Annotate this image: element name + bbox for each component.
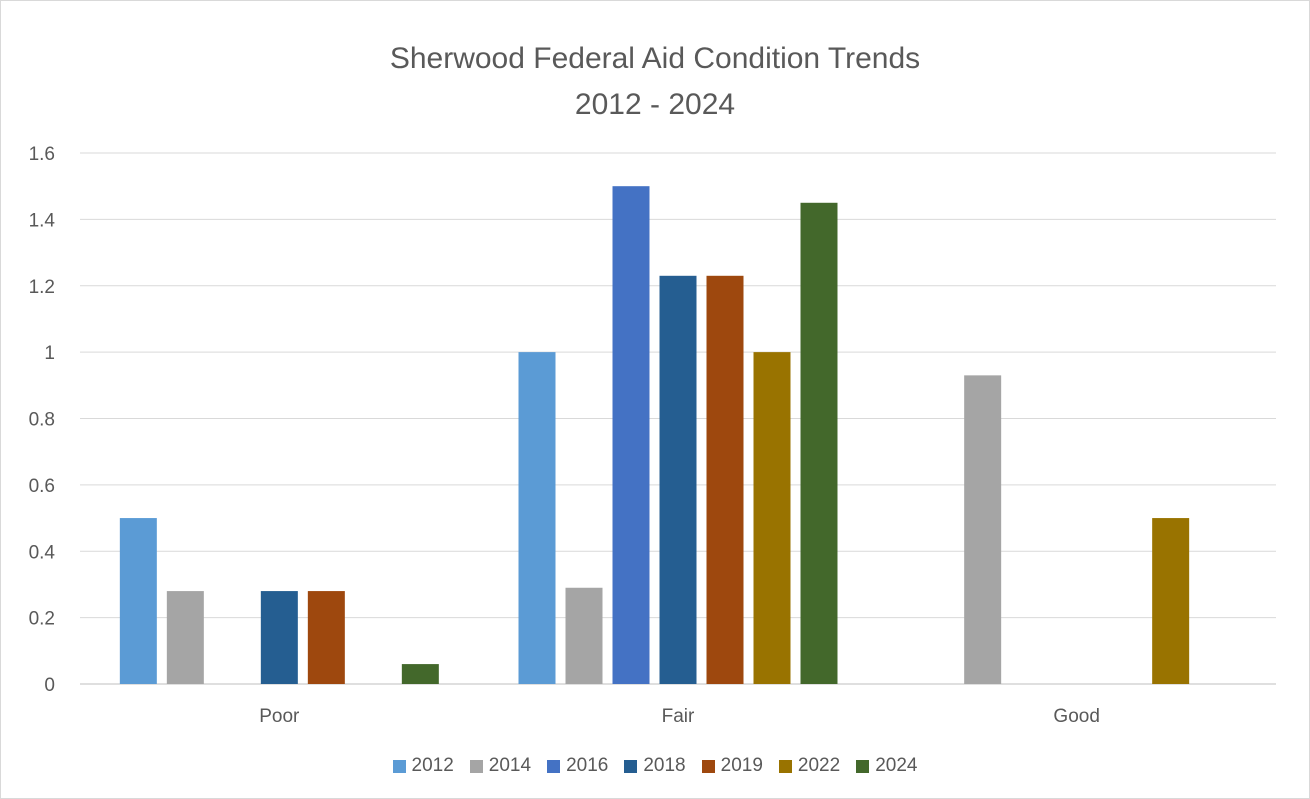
y-tick-label: 0.8	[29, 410, 55, 431]
chart-legend: 2012 2014 2016 2018 2019 2022 2024	[0, 755, 1310, 777]
legend-swatch	[469, 759, 483, 773]
y-tick-label: 0	[44, 675, 55, 696]
x-category-label: Poor	[259, 706, 300, 727]
legend-item-2022: 2022	[778, 755, 841, 777]
legend-label: 2014	[488, 755, 532, 776]
legend-swatch	[856, 759, 870, 773]
bar-good-2014	[964, 375, 1002, 684]
legend-swatch	[624, 759, 638, 773]
y-tick-label: 1.2	[29, 277, 55, 298]
legend-swatch	[778, 759, 792, 773]
y-tick-label: 1.4	[29, 210, 56, 231]
bar-fair-2019	[706, 275, 744, 684]
chart-subtitle: 2012 - 2024	[574, 88, 736, 121]
bar-poor-2014	[166, 591, 204, 684]
x-category-label: Good	[1053, 706, 1099, 727]
legend-item-2016: 2016	[547, 755, 608, 777]
legend-label: 2022	[797, 755, 841, 776]
bar-fair-2024	[800, 202, 838, 684]
legend-label: 2024	[875, 755, 918, 776]
legend-label: 2016	[566, 755, 609, 776]
bar-poor-2012	[119, 518, 157, 684]
bar-fair-2012	[518, 352, 556, 684]
bar-fair-2018	[659, 275, 697, 684]
x-category-label: Fair	[662, 706, 695, 727]
y-tick-label: 1.6	[29, 144, 55, 165]
chart-title-block: Sherwood Federal Aid Condition Trends 20…	[0, 36, 1310, 128]
bar-poor-2018	[260, 591, 298, 684]
legend-label: 2018	[643, 755, 686, 776]
legend-item-2018: 2018	[624, 755, 686, 777]
legend-swatch	[701, 759, 715, 773]
y-tick-label: 0.6	[29, 476, 55, 497]
bar-poor-2024	[401, 664, 439, 684]
bar-fair-2022	[753, 352, 791, 684]
bar-fair-2016	[612, 186, 650, 684]
legend-label: 2019	[720, 755, 763, 776]
legend-item-2014: 2014	[469, 755, 532, 777]
y-tick-label: 0.4	[29, 542, 56, 563]
y-tick-label: 1	[44, 343, 55, 364]
bar-good-2022	[1152, 518, 1190, 684]
legend-item-2019: 2019	[701, 755, 763, 777]
chart-title: Sherwood Federal Aid Condition Trends	[389, 42, 921, 75]
legend-item-2012: 2012	[392, 755, 454, 777]
legend-swatch	[547, 759, 561, 773]
legend-item-2024: 2024	[856, 755, 917, 777]
bar-fair-2014	[565, 587, 603, 684]
legend-label: 2012	[411, 755, 454, 776]
legend-swatch	[392, 759, 406, 773]
y-tick-label: 0.2	[29, 609, 55, 630]
bar-poor-2019	[307, 591, 345, 684]
